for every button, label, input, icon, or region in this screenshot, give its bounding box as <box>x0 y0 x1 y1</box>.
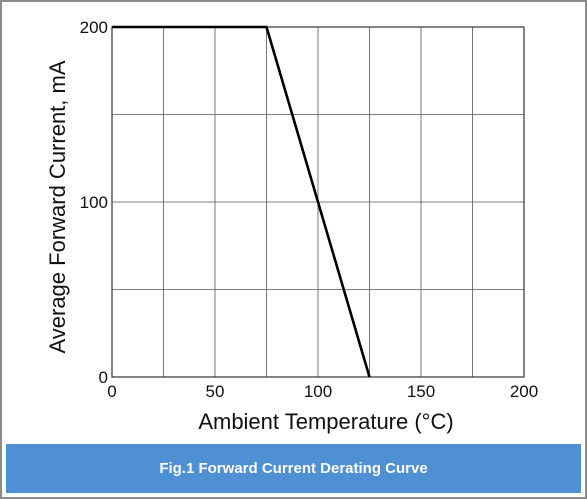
x-tick-label: 200 <box>510 382 538 401</box>
x-tick-label: 100 <box>304 382 332 401</box>
x-tick-label: 50 <box>206 382 225 401</box>
x-tick-label: 150 <box>407 382 435 401</box>
x-tick-label: 0 <box>107 382 116 401</box>
x-tick-labels: 0 50 100 150 200 <box>107 382 538 401</box>
y-tick-labels: 0 100 200 <box>80 18 108 387</box>
y-tick-label: 200 <box>80 18 108 37</box>
x-axis-title: Ambient Temperature (°C) <box>198 409 453 434</box>
derating-curve-line <box>112 25 371 378</box>
series-lines <box>112 25 371 378</box>
caption-text: Fig.1 Forward Current Derating Curve <box>159 460 428 477</box>
y-tick-label: 0 <box>99 368 108 387</box>
plot-border <box>111 26 525 378</box>
figure-caption: Fig.1 Forward Current Derating Curve <box>6 444 581 493</box>
y-tick-label: 100 <box>80 193 108 212</box>
plot-area-border <box>111 26 525 378</box>
y-axis-title: Average Forward Current, mA <box>45 60 70 353</box>
derating-chart: 0 50 100 150 200 0 100 200 Ambient Temperature… <box>45 18 538 434</box>
